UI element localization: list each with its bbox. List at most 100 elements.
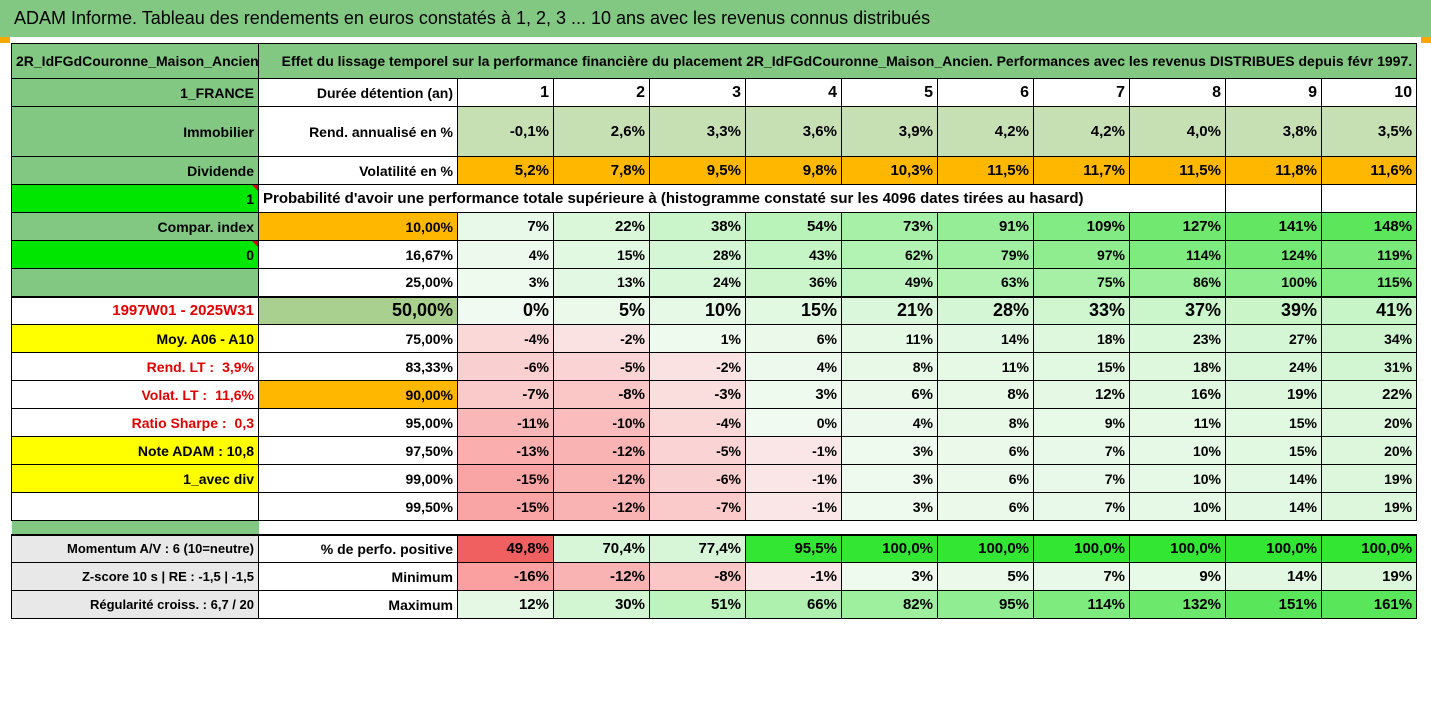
proba-value: 15% [553,240,650,269]
proba-value: 24% [649,268,746,297]
proba-value: -6% [457,352,554,381]
minimum-value: 19% [1320,562,1418,591]
proba-value: 7% [1033,464,1130,493]
maximum-value: 132% [1129,590,1226,619]
proba-value: 28% [937,295,1034,325]
pct-positive-value: 100,0% [1129,533,1226,563]
proba-row: 25,00% 3% 13% 24% 36% 49% 63% 75% 86% 100% 115% [11,268,1418,297]
volat-value: 11,6% [1320,156,1418,185]
proba-value: 28% [649,240,746,269]
year-header: 7 [1033,78,1130,107]
pct-positive-value: 70,4% [553,533,650,563]
rend-value: 3,3% [649,106,746,157]
proba-value: 97% [1033,240,1130,269]
proba-value: 91% [937,212,1034,241]
volat-label: Volatilité en % [258,156,458,185]
proba-value: 4% [841,408,938,437]
proba-value: 13% [553,268,650,297]
proba-value: 8% [937,380,1034,409]
minimum-value: -8% [649,562,746,591]
rend-label: Rend. annualisé en % [258,106,458,157]
proba-value: 15% [745,295,842,325]
proba-row: 1_avec div 99,00% -15% -12% -6% -1% 3% 6% 7% 10% 1… [11,464,1418,493]
proba-row: Moy. A06 - A10 75,00% -4% -2% 1% 6% 11% 14% 18% 2… [11,324,1418,353]
proba-value: 36% [745,268,842,297]
proba-value: 39% [1225,295,1322,325]
proba-value: 3% [841,464,938,493]
proba-value: 11% [1129,408,1226,437]
year-header: 5 [841,78,938,107]
table-title: Effet du lissage temporel sur la perform… [257,43,1418,79]
proba-value: -4% [649,408,746,437]
proba-value: 4% [457,240,554,269]
maximum-value: 161% [1320,590,1418,619]
proba-value: 3% [841,492,938,521]
rend-value: 3,5% [1320,106,1418,157]
proba-value: 34% [1320,324,1418,353]
pct-positive-label: % de perfo. positive [258,533,458,563]
maximum-label: Maximum [258,590,458,619]
proba-value: 8% [841,352,938,381]
proba-value: 18% [1033,324,1130,353]
proba-value: 7% [1033,436,1130,465]
proba-value: 5% [553,295,650,325]
maximum-value: 51% [649,590,746,619]
proba-value: 6% [937,436,1034,465]
proba-value: -3% [649,380,746,409]
proba-value: -12% [553,492,650,521]
proba-value: -5% [553,352,650,381]
rend-value: 4,2% [937,106,1034,157]
proba-row: Compar. index 10,00% 7% 22% 38% 54% 73% 91% 109%… [11,212,1418,241]
year-header: 9 [1225,78,1322,107]
proba-value: 27% [1225,324,1322,353]
moy-cell: Moy. A06 - A10 [11,324,259,353]
country-cell: 1_FRANCE [11,78,259,107]
sharpe-cell: Ratio Sharpe : 0,3 [11,408,259,437]
proba-value: -10% [553,408,650,437]
spacer-cell [650,521,746,535]
proba-value: -5% [649,436,746,465]
spacer-cell [1226,521,1322,535]
proba-value: 14% [1225,464,1322,493]
maximum-value: 95% [937,590,1034,619]
rend-value: 4,0% [1129,106,1226,157]
minimum-value: 7% [1033,562,1130,591]
proba-value: 62% [841,240,938,269]
pct-positive-value: 100,0% [1225,533,1322,563]
year-header: 3 [649,78,746,107]
proba-row: Rend. LT : 3,9% 83,33% -6% -5% -2% 4% 8% 11% 15% 1… [11,352,1418,381]
proba-value: -12% [553,464,650,493]
proba-value: 79% [937,240,1034,269]
spacer-row [11,520,1417,535]
rend-value: 2,6% [553,106,650,157]
proba-value: 86% [1129,268,1226,297]
zero-cell: 0 [11,240,259,269]
proba-value: 22% [1320,380,1418,409]
dividend-cell: Dividende [11,156,259,185]
proba-threshold: 97,50% [258,436,458,465]
maximum-value: 30% [553,590,650,619]
proba-value: 73% [841,212,938,241]
minimum-value: 9% [1129,562,1226,591]
proba-value: 19% [1225,380,1322,409]
year-header: 8 [1129,78,1226,107]
proba-value: 21% [841,295,938,325]
proba-value: 10% [1129,492,1226,521]
pct-positive-value: 100,0% [1320,533,1418,563]
volat-value: 9,5% [649,156,746,185]
proba-value: 1% [649,324,746,353]
minimum-left: Z-score 10 s | RE : -1,5 | -1,5 [11,562,259,591]
proba-threshold: 83,33% [258,352,458,381]
proba-value: 127% [1129,212,1226,241]
rend-lt-cell-label: Rend. LT : [146,358,215,375]
proba-value: 3% [745,380,842,409]
proba-value: 6% [745,324,842,353]
pct-positive-value: 100,0% [1033,533,1130,563]
rend-value: 3,6% [745,106,842,157]
proba-value: -13% [457,436,554,465]
rend-lt-cell-value: 3,9% [222,358,254,375]
maximum-value: 66% [745,590,842,619]
spacer-cell [746,521,842,535]
pct-positive-value: 77,4% [649,533,746,563]
proba-threshold: 25,00% [258,268,458,297]
